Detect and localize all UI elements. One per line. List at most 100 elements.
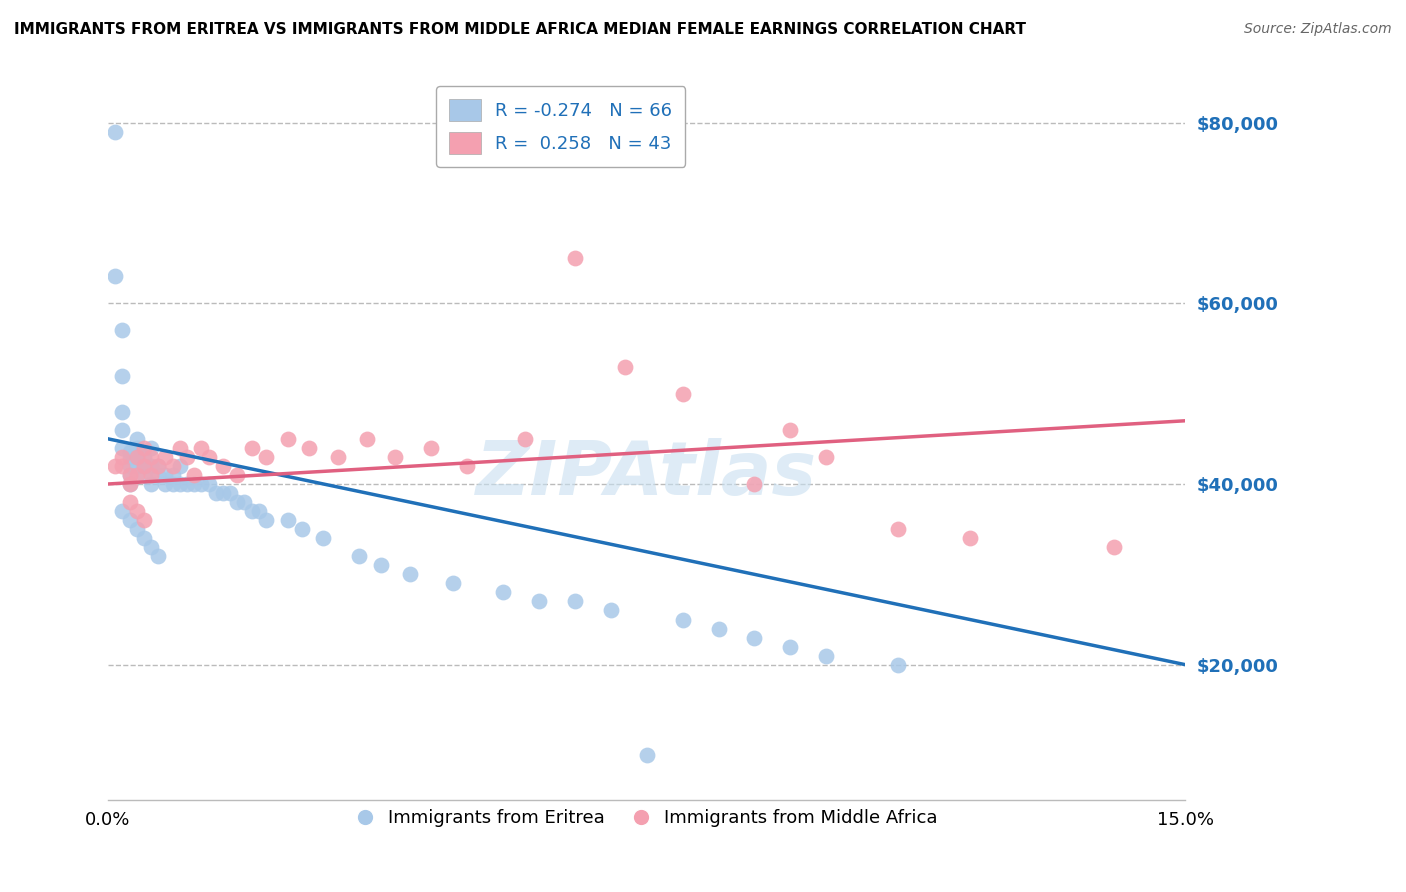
Point (197, 450, 219, 464)
Point (254, 450, 277, 464)
Point (162, 458, 184, 473)
Point (132, 450, 155, 464)
Point (162, 477, 184, 491)
Point (370, 558, 392, 573)
Point (277, 432, 299, 446)
Point (118, 513, 141, 527)
Point (139, 458, 162, 473)
Point (240, 441, 263, 455)
Point (148, 467, 170, 482)
Point (111, 450, 134, 464)
Text: ZIPAtlas: ZIPAtlas (477, 439, 817, 511)
Point (240, 504, 263, 518)
Point (111, 323, 134, 337)
Point (125, 450, 148, 464)
Point (169, 477, 191, 491)
Point (139, 441, 162, 455)
Point (190, 441, 212, 455)
Point (111, 423, 134, 437)
Point (148, 549, 170, 564)
Point (132, 441, 155, 455)
Point (564, 251, 586, 265)
Point (118, 467, 141, 482)
Point (111, 441, 134, 455)
Point (492, 585, 515, 599)
Text: IMMIGRANTS FROM ERITREA VS IMMIGRANTS FROM MIDDLE AFRICA MEDIAN FEMALE EARNINGS : IMMIGRANTS FROM ERITREA VS IMMIGRANTS FR… (14, 22, 1026, 37)
Point (298, 441, 321, 455)
Point (959, 531, 981, 545)
Point (132, 513, 155, 527)
Point (118, 495, 141, 509)
Point (118, 477, 141, 491)
Point (125, 504, 148, 518)
Point (779, 423, 801, 437)
Point (671, 613, 693, 627)
Point (139, 450, 162, 464)
Point (132, 458, 155, 473)
Point (169, 458, 191, 473)
Point (779, 640, 801, 654)
Point (162, 467, 184, 482)
Point (111, 504, 134, 518)
Point (671, 386, 693, 401)
Point (183, 477, 205, 491)
Point (118, 467, 141, 482)
Point (176, 450, 198, 464)
Point (247, 504, 270, 518)
Point (111, 405, 134, 419)
Point (326, 450, 349, 464)
Point (118, 458, 141, 473)
Point (744, 477, 766, 491)
Point (356, 432, 378, 446)
Point (125, 441, 148, 455)
Point (139, 477, 162, 491)
Point (1102, 541, 1125, 555)
Point (398, 567, 420, 582)
Point (132, 458, 155, 473)
Point (190, 477, 212, 491)
Point (887, 522, 910, 536)
Point (139, 541, 162, 555)
Point (233, 495, 256, 509)
Point (815, 450, 838, 464)
Point (148, 458, 170, 473)
Point (125, 450, 148, 464)
Point (226, 495, 249, 509)
Point (148, 458, 170, 473)
Point (176, 477, 198, 491)
Point (197, 477, 219, 491)
Point (815, 648, 838, 663)
Point (420, 441, 443, 455)
Point (441, 576, 464, 591)
Point (384, 450, 406, 464)
Point (111, 458, 134, 473)
Point (226, 467, 249, 482)
Point (212, 458, 235, 473)
Point (132, 531, 155, 545)
Point (125, 432, 148, 446)
Point (349, 549, 371, 564)
Point (513, 432, 536, 446)
Point (118, 445, 141, 459)
Point (104, 269, 127, 284)
Point (599, 603, 621, 617)
Point (291, 522, 314, 536)
Point (183, 467, 205, 482)
Text: Source: ZipAtlas.com: Source: ZipAtlas.com (1244, 22, 1392, 37)
Legend: Immigrants from Eritrea, Immigrants from Middle Africa: Immigrants from Eritrea, Immigrants from… (349, 802, 945, 835)
Point (614, 359, 637, 374)
Point (744, 631, 766, 645)
Point (636, 747, 658, 762)
Point (125, 467, 148, 482)
Point (139, 467, 162, 482)
Point (219, 486, 242, 500)
Point (527, 594, 550, 608)
Point (312, 531, 335, 545)
Point (277, 513, 299, 527)
Point (204, 486, 226, 500)
Point (456, 458, 478, 473)
Point (887, 657, 910, 672)
Point (707, 622, 730, 636)
Point (104, 458, 127, 473)
Point (155, 450, 177, 464)
